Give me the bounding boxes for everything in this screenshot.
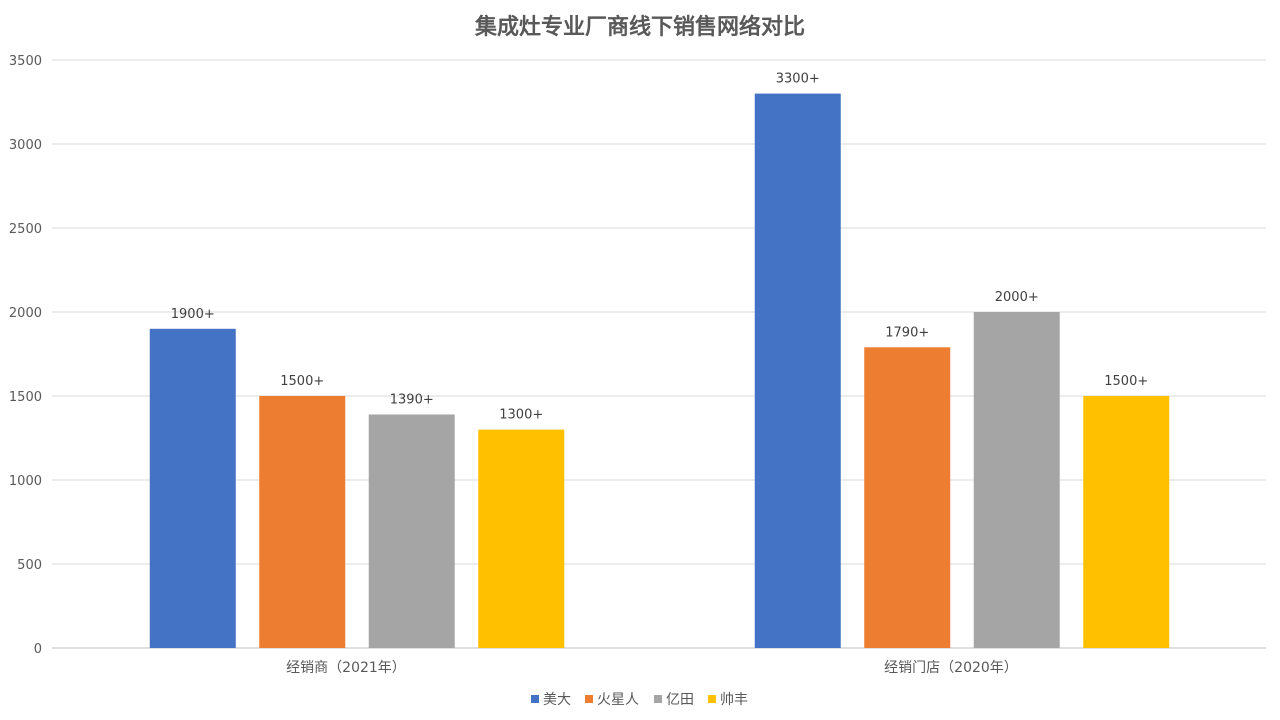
legend-label: 帅丰 [720, 692, 748, 708]
data-label: 1500+ [280, 374, 324, 389]
y-tick-label: 2500 [9, 222, 42, 237]
y-tick-label: 0 [34, 642, 42, 657]
legend-swatch [585, 695, 593, 703]
bar [368, 414, 455, 648]
data-label: 2000+ [995, 290, 1039, 305]
legend-label: 美大 [543, 692, 571, 708]
data-label: 1900+ [171, 307, 215, 322]
x-tick-label: 经销商（2021年） [286, 660, 406, 676]
data-label: 1390+ [390, 392, 434, 407]
legend-swatch [708, 695, 716, 703]
bar [864, 347, 951, 648]
bar [149, 328, 236, 648]
data-label: 3300+ [776, 72, 820, 87]
legend-label: 火星人 [597, 692, 639, 708]
y-tick-label: 500 [17, 558, 42, 573]
data-label: 1790+ [885, 325, 929, 340]
data-label: 1500+ [1104, 374, 1148, 389]
x-tick-label: 经销门店（2020年） [884, 660, 1018, 676]
bar [259, 396, 346, 648]
y-tick-label: 1500 [9, 390, 42, 405]
data-label: 1300+ [499, 408, 543, 423]
y-tick-label: 1000 [9, 474, 42, 489]
bar [1083, 396, 1170, 648]
y-tick-label: 2000 [9, 306, 42, 321]
bar [478, 429, 565, 648]
legend-label: 亿田 [666, 692, 694, 708]
legend-swatch [654, 695, 662, 703]
y-tick-label: 3500 [9, 54, 42, 69]
bar [973, 312, 1060, 648]
chart-title: 集成灶专业厂商线下销售网络对比 [474, 14, 805, 40]
y-tick-label: 3000 [9, 138, 42, 153]
bar [754, 93, 841, 649]
legend-swatch [531, 695, 539, 703]
